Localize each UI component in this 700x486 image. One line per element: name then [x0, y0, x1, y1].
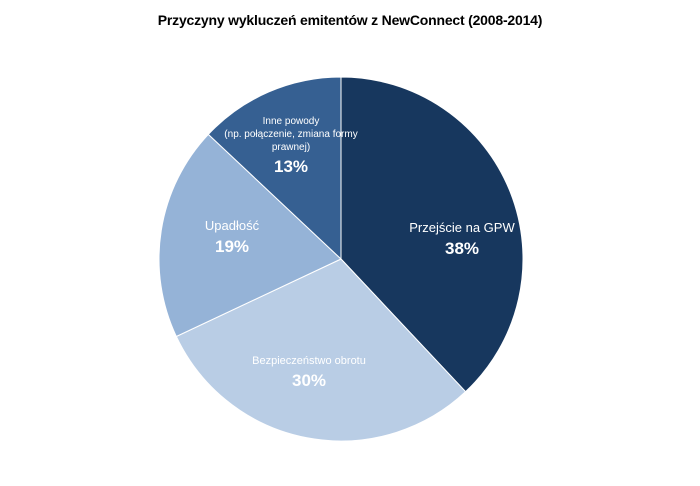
slice-label-2-line-0: Upadłość [205, 218, 260, 233]
slice-value-label-1: 30% [292, 371, 326, 390]
slice-value-label-3: 13% [274, 157, 308, 176]
slice-label-1-line-0: Bezpieczeństwo obrotu [252, 355, 366, 367]
slice-label-3-line-2: prawnej) [272, 142, 310, 153]
slice-label-3-line-0: Inne powody [263, 116, 320, 127]
slice-value-label-2: 19% [215, 237, 249, 256]
chart-title: Przyczyny wykluczeń emitentów z NewConne… [157, 12, 543, 28]
slice-label-3-line-1: (np. połączenie, zmiana formy [224, 129, 357, 140]
pie-slice-1 [175, 258, 467, 442]
pie-slices [158, 76, 524, 442]
pie-labels: Przejście na GPW 38% Bezpieczeństwo obrotu… [205, 116, 516, 390]
pie-slice-2 [158, 133, 342, 338]
pie-slice-0 [340, 76, 524, 393]
pie-slice-3 [207, 76, 342, 261]
slice-label-0-line-0: Przejście na GPW [409, 220, 515, 235]
slice-value-label-0: 38% [445, 239, 479, 258]
